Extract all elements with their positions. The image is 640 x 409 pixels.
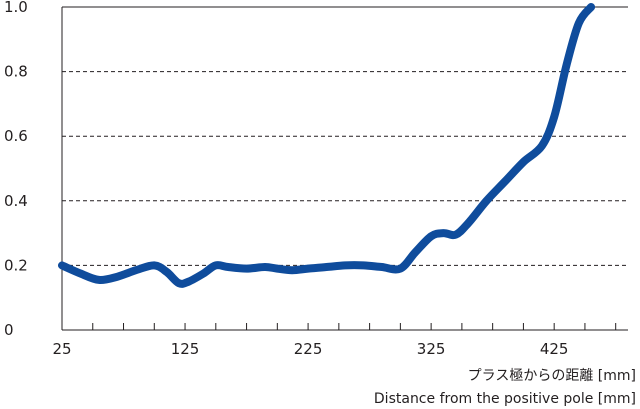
x-tick-label: 325 [417, 340, 446, 358]
x-tick-label: 25 [52, 340, 71, 358]
y-tick-label: 0.6 [4, 127, 28, 145]
x-tick-label: 125 [171, 340, 200, 358]
x-tick-label: 225 [294, 340, 323, 358]
x-axis-title-english: Distance from the positive pole [mm] [374, 391, 636, 407]
y-gridlines [62, 6, 628, 266]
x-axis-title-japanese: プラス極からの距離 [mm] [468, 367, 636, 384]
axes [61, 7, 628, 331]
ticks: 0 0.2 0.4 0.6 0.8 1.0 25 125 225 325 425 [4, 0, 617, 358]
y-tick-label: 0 [4, 321, 14, 339]
series-line [58, 3, 596, 288]
series-layer [58, 3, 596, 288]
y-tick-label: 0.8 [4, 63, 28, 81]
y-tick-label: 1.0 [4, 0, 28, 16]
y-tick-label: 0.2 [4, 256, 28, 274]
x-tick-label: 425 [540, 340, 569, 358]
y-tick-label: 0.4 [4, 192, 28, 210]
